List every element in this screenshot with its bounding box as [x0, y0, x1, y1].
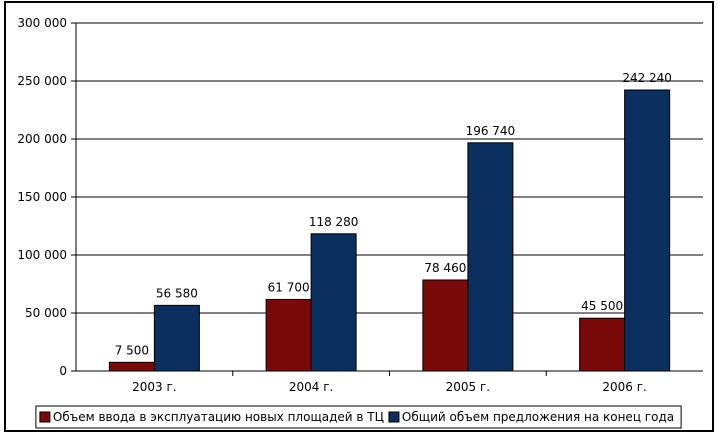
- bar-new-space: [422, 279, 469, 372]
- y-tick-label: 300 000: [17, 16, 67, 30]
- legend-label: Объем ввода в эксплуатацию новых площаде…: [53, 410, 384, 424]
- data-label: 118 280: [309, 215, 359, 229]
- x-tick-label: 2006 г.: [602, 380, 646, 394]
- y-tick-label: 50 000: [25, 306, 67, 320]
- y-tick-label: 0: [59, 364, 67, 378]
- data-label: 78 460: [424, 261, 466, 275]
- data-label: 242 240: [622, 71, 672, 85]
- gridlines: [76, 22, 703, 314]
- y-tick-label: 250 000: [17, 74, 67, 88]
- y-tick-label: 100 000: [17, 248, 67, 262]
- data-label: 196 740: [466, 124, 516, 138]
- bar-new-space: [579, 317, 626, 372]
- legend-label: Общий объем предложения на конец года: [402, 410, 674, 424]
- legend: Объем ввода в эксплуатацию новых площаде…: [35, 405, 682, 429]
- x-tick-label: 2003 г.: [132, 380, 176, 394]
- bar-total-supply: [310, 233, 357, 372]
- bars: [108, 89, 671, 372]
- y-tick-label: 150 000: [17, 190, 67, 204]
- data-label: 45 500: [581, 299, 623, 313]
- data-label: 61 700: [268, 280, 310, 294]
- bar-total-supply: [153, 304, 200, 372]
- legend-swatch: [388, 411, 400, 423]
- legend-swatch: [39, 411, 51, 423]
- data-label: 56 580: [156, 286, 198, 300]
- y-tick-label: 200 000: [17, 132, 67, 146]
- bar-new-space: [265, 298, 312, 372]
- legend-box: [35, 405, 682, 429]
- x-tick-label: 2005 г.: [446, 380, 490, 394]
- x-tick-label: 2004 г.: [289, 380, 333, 394]
- bar-total-supply: [467, 142, 514, 372]
- data-label: 7 500: [115, 343, 149, 357]
- bar-new-space: [108, 361, 155, 372]
- bar-total-supply: [624, 89, 671, 372]
- data-labels: 7 500 56 580 61 700 118 280 78 460 196 740 45 …: [115, 71, 672, 357]
